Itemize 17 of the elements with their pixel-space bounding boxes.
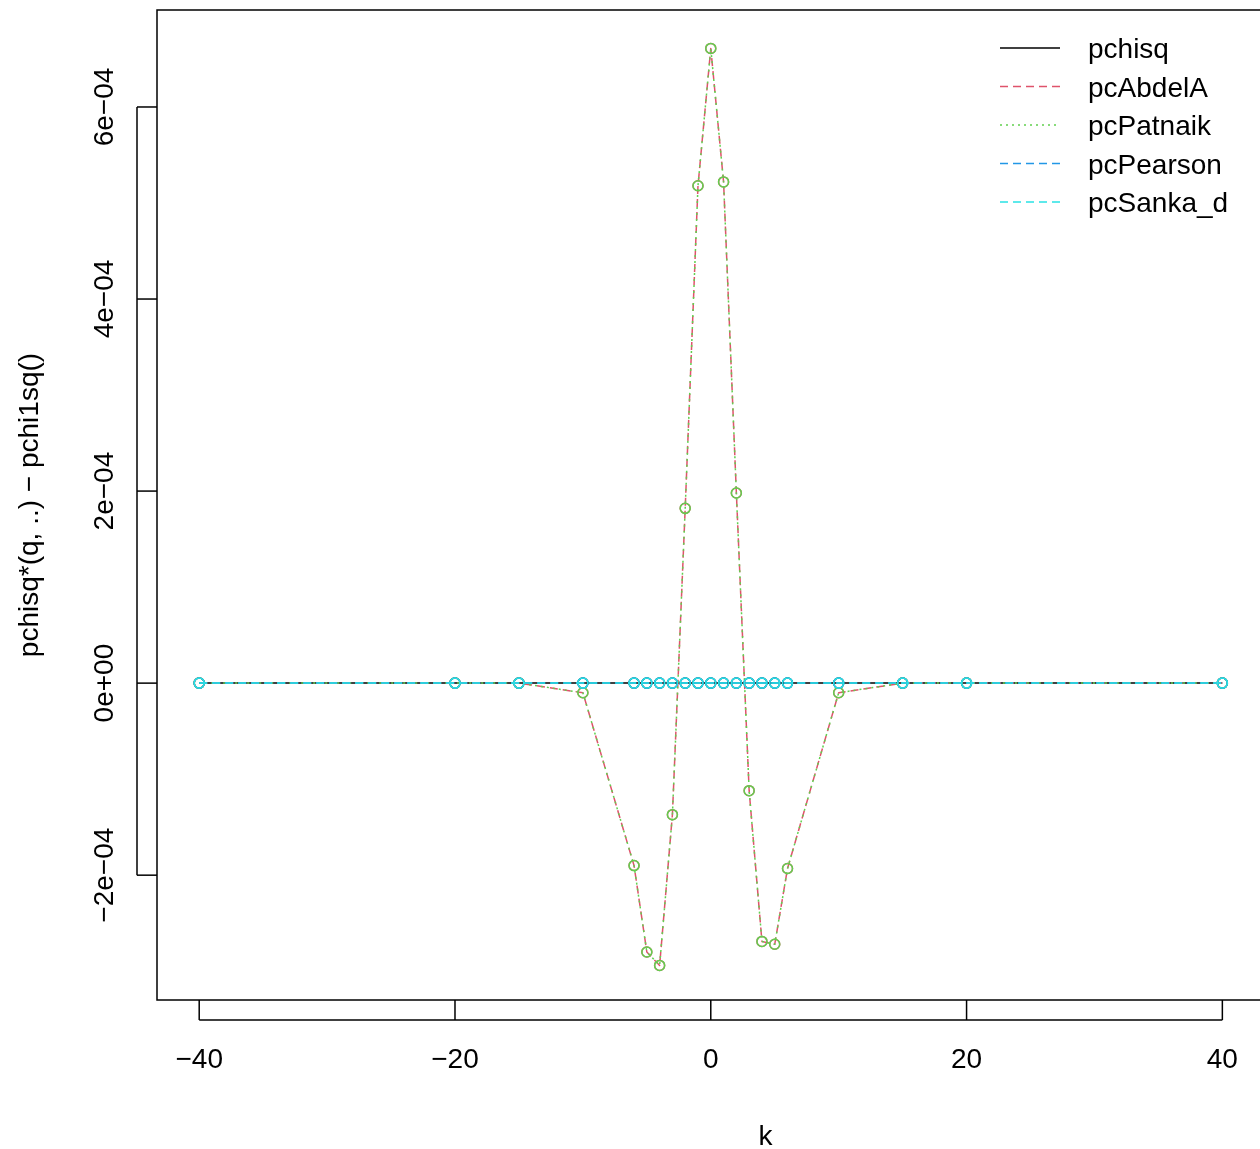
x-tick-label: −20 [431, 1043, 479, 1074]
legend-label: pcAbdelA [1088, 71, 1209, 103]
x-tick-label: 0 [702, 1043, 719, 1074]
x-tick-label: −40 [175, 1043, 223, 1074]
y-tick-label: 2e−04 [88, 451, 119, 531]
y-tick-label: −2e−04 [88, 827, 119, 923]
y-axis-title: pchisq*(q, ..) − pchi1sq() [13, 352, 44, 658]
y-tick-label: 6e−04 [88, 67, 119, 147]
x-tick-label: 40 [1206, 1043, 1238, 1074]
legend-label: pcSanka_d [1088, 187, 1229, 218]
legend-label: pcPatnaik [1088, 110, 1212, 141]
y-tick-label: 0e+00 [88, 643, 119, 723]
x-axis-title: k [758, 1120, 774, 1149]
legend-label: pchisq [1088, 33, 1169, 64]
y-tick-label: 4e−04 [88, 259, 119, 339]
x-tick-label: 20 [950, 1043, 983, 1074]
legend-label: pcPearson [1088, 148, 1222, 180]
